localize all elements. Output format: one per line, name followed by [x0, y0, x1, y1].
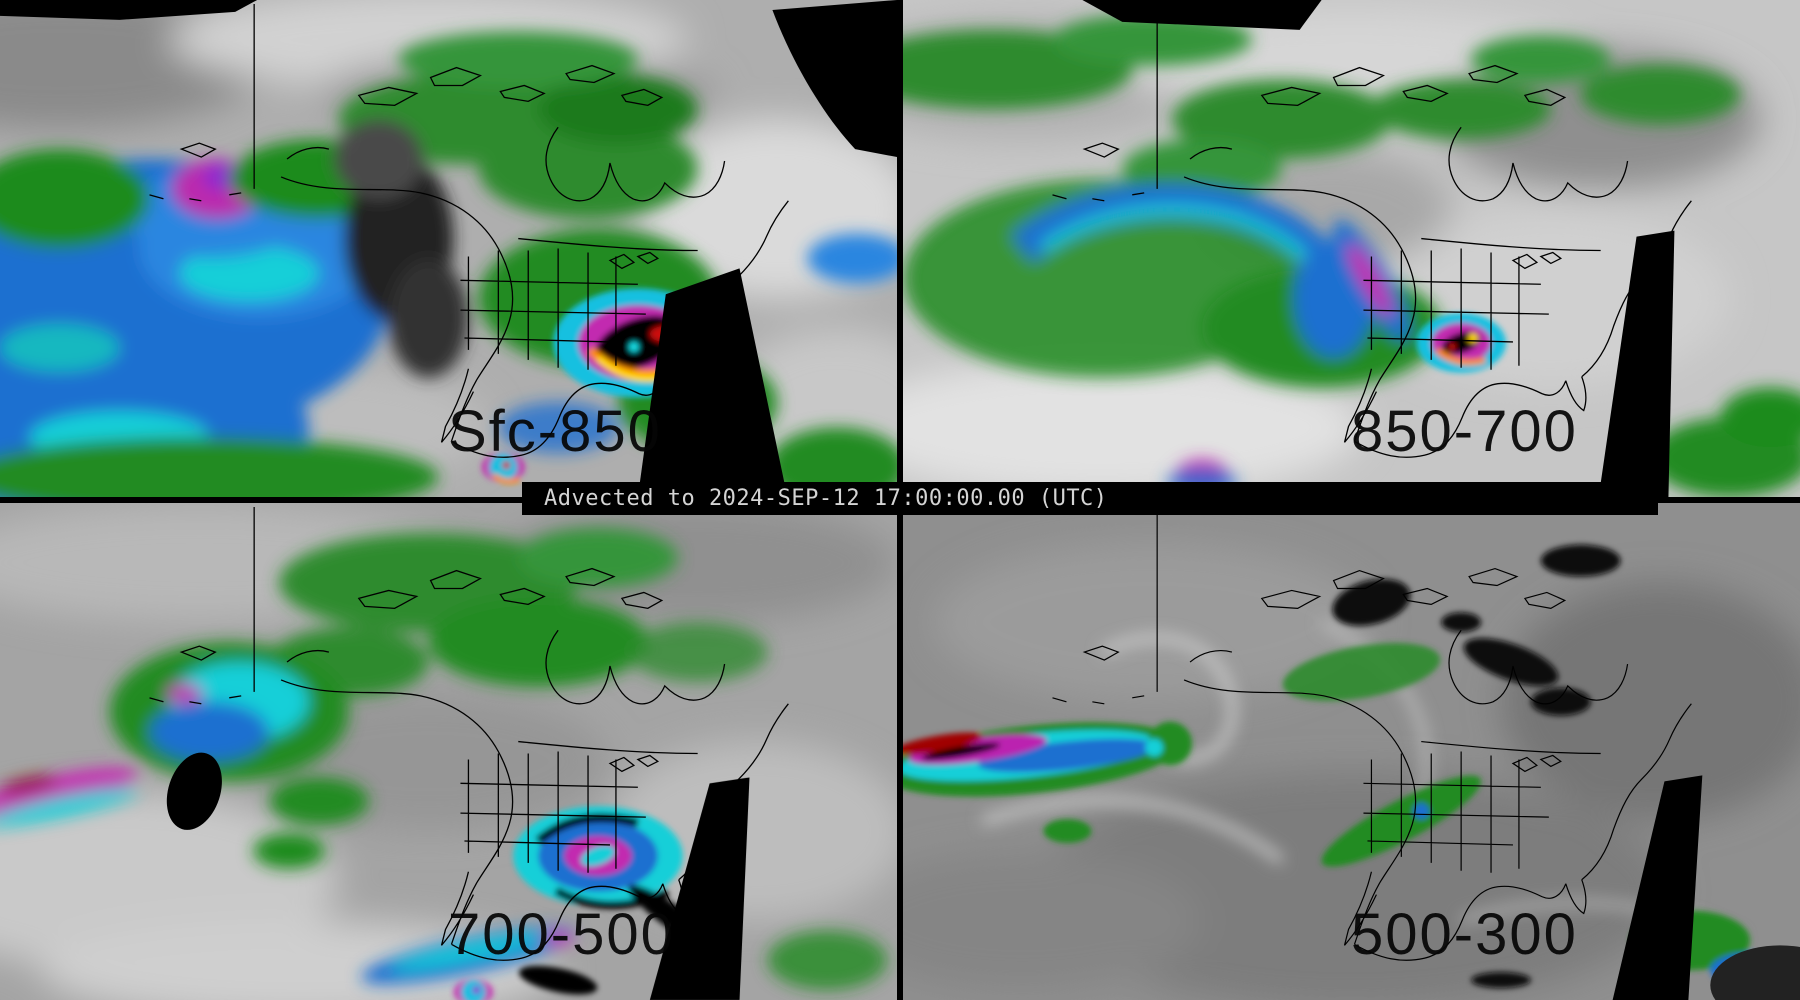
gray-cloud-texture — [903, 542, 1800, 1000]
moisture-blobs — [903, 13, 1800, 497]
alpw-panel-850-700: 850-700 — [903, 0, 1800, 497]
gray-filaments — [981, 619, 1742, 944]
alpw-panel-500-300: 500-300 — [903, 503, 1800, 1000]
no-data-wedges — [1082, 0, 1675, 497]
moisture-blobs — [0, 31, 897, 497]
alpw-panel-sfc-850: Sfc-850 — [0, 0, 897, 497]
alpw-panel-700-500: 700-500 — [0, 503, 897, 1000]
advection-timestamp: Advected to 2024-SEP-12 17:00:00.00 (UTC… — [544, 486, 1108, 511]
satellite-imagery-sfc-850 — [0, 0, 897, 497]
hurricane-vortex — [453, 806, 728, 1000]
no-data-wedges — [1612, 775, 1800, 1000]
advection-timestamp-bar: Advected to 2024-SEP-12 17:00:00.00 (UTC… — [522, 482, 1658, 515]
satellite-imagery-700-500 — [0, 503, 897, 1000]
satellite-imagery-500-300 — [903, 503, 1800, 1000]
no-data-wedges — [0, 0, 897, 497]
no-data-wedges — [166, 752, 750, 1000]
satellite-imagery-850-700 — [903, 0, 1800, 497]
moisture-blobs — [0, 527, 888, 991]
